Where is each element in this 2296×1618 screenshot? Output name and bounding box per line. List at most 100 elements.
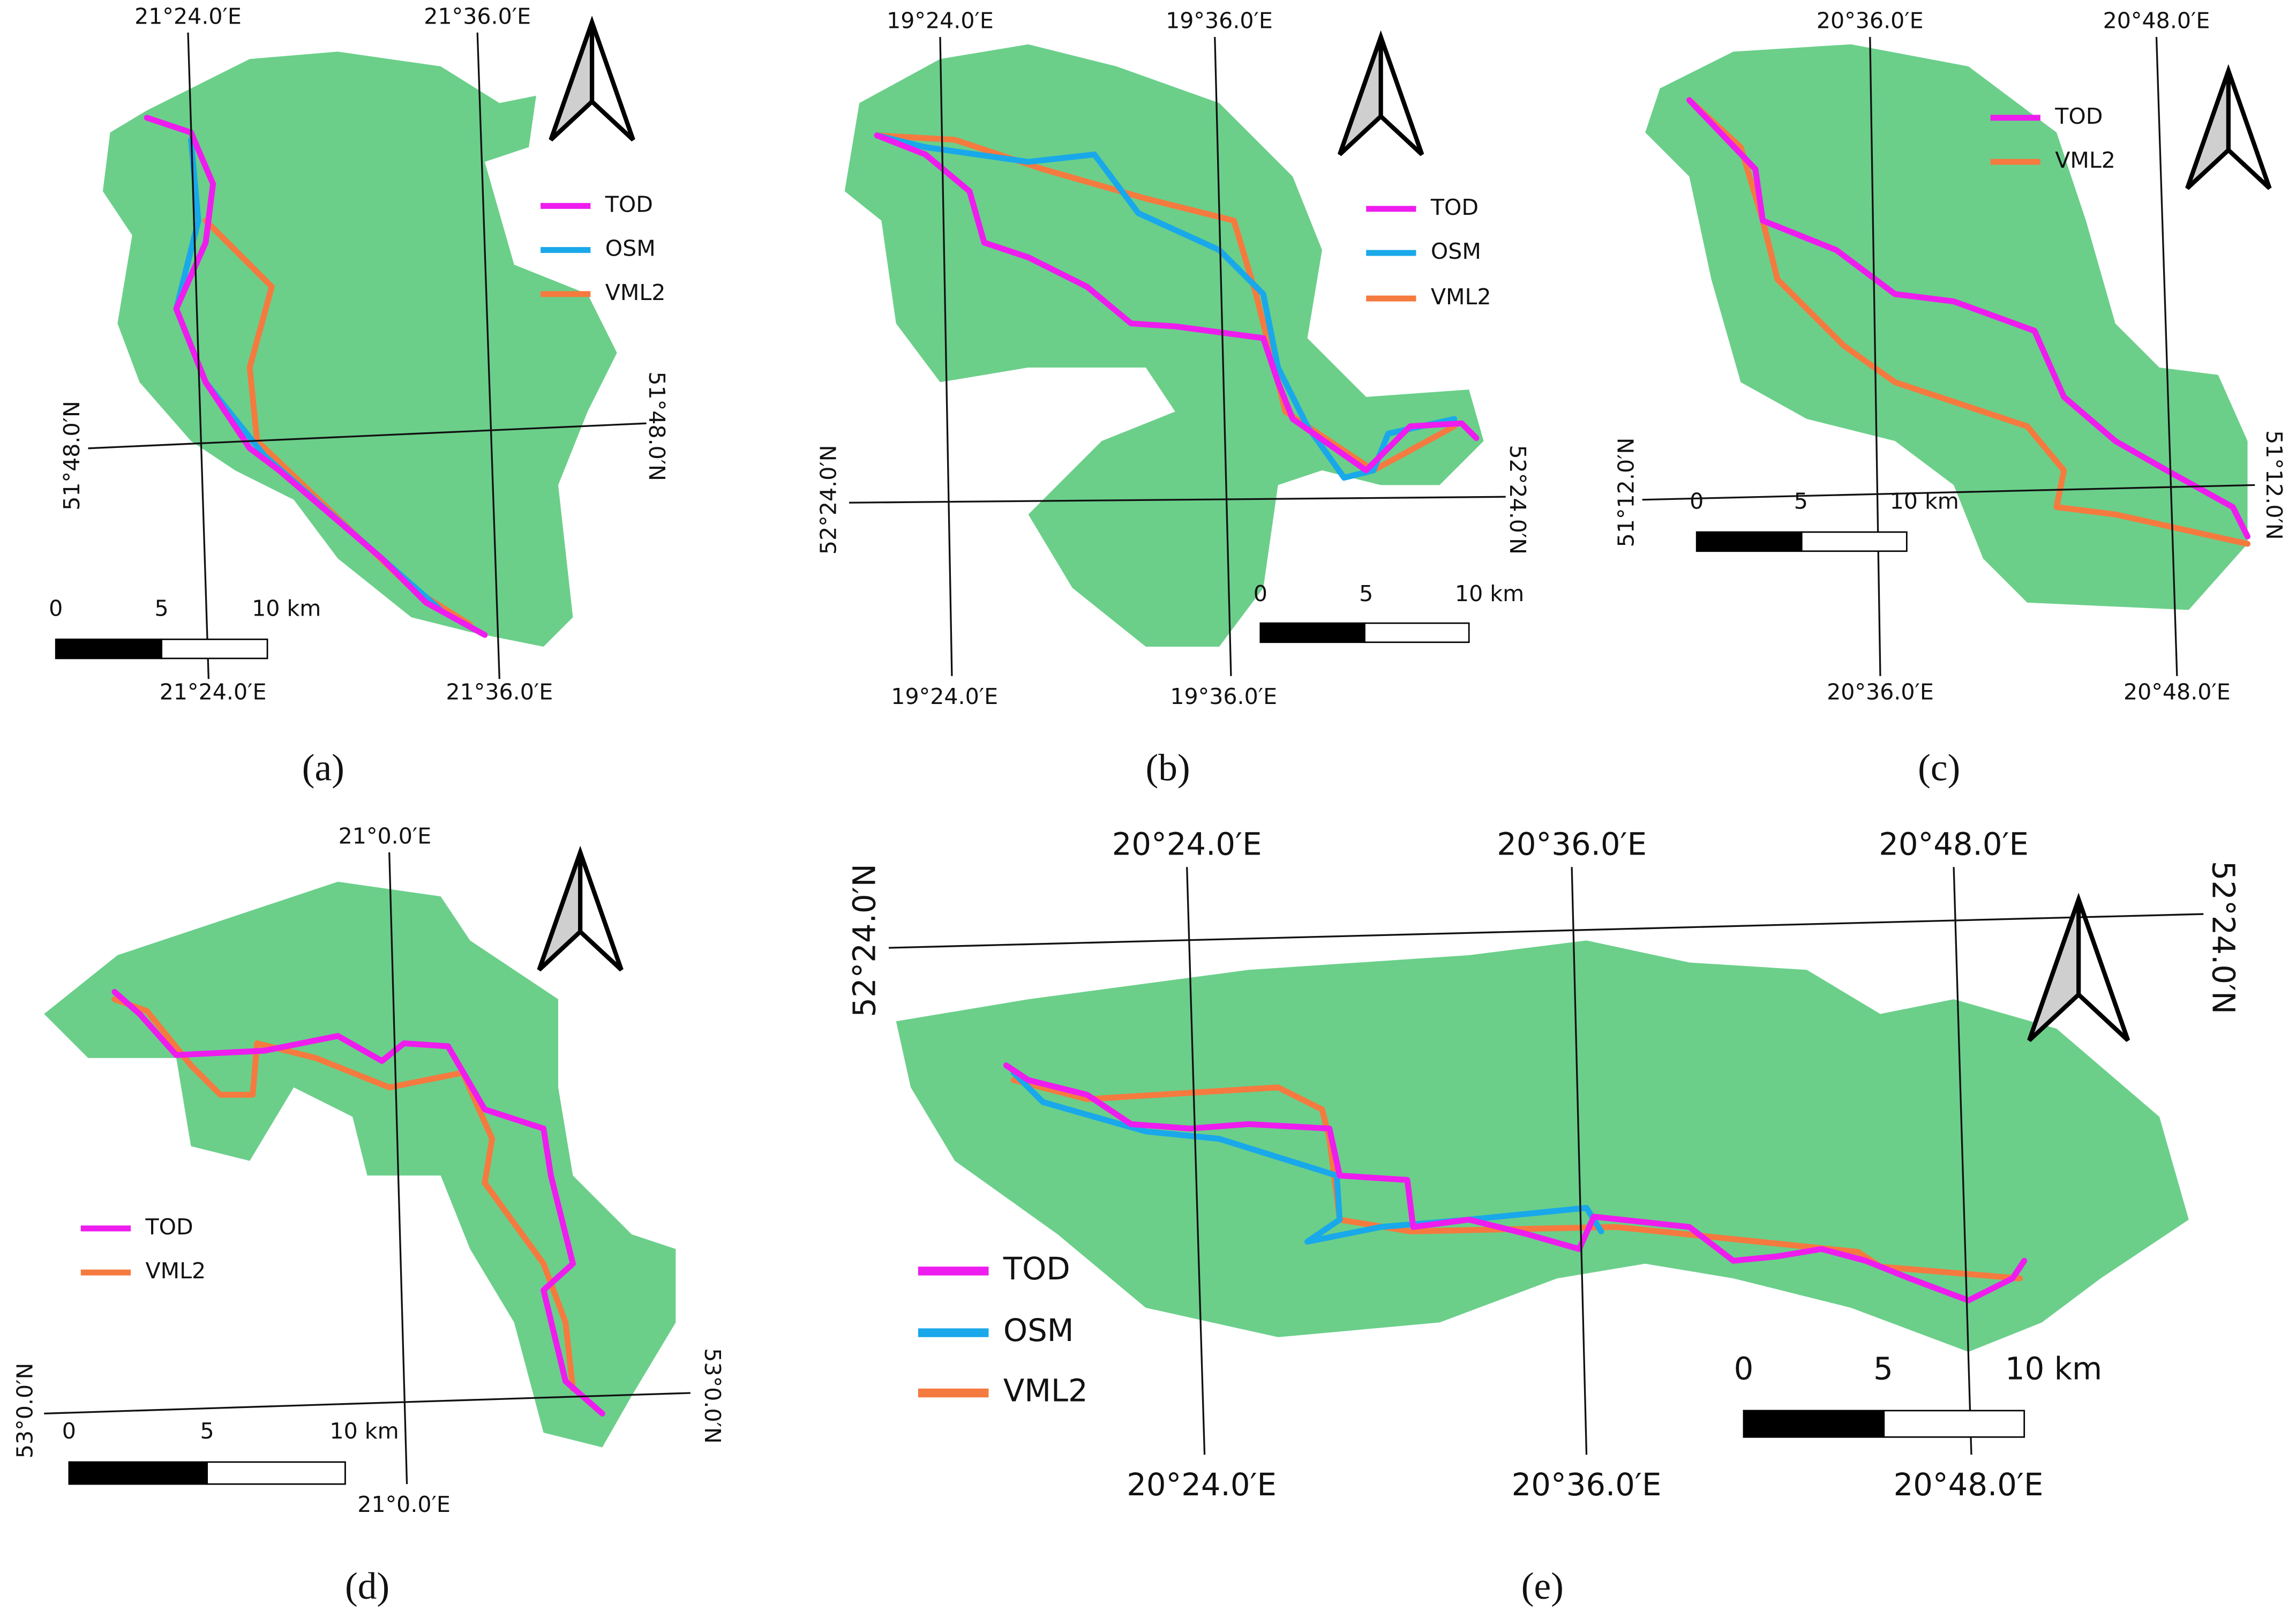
scale-bar-white <box>1800 531 1908 552</box>
map-panel: 20°36.0′E 20°36.0′E 20°48.0′E 20°48.0′E 51°1… <box>1613 8 2287 789</box>
longitude-label: 20°24.0′E <box>1112 827 1262 863</box>
legend-label: VML2 <box>145 1258 206 1284</box>
route-line <box>111 996 576 1392</box>
meridian-line <box>1571 867 1588 1455</box>
legend-label: OSM <box>1431 238 1481 264</box>
legend-label: TOD <box>145 1214 193 1240</box>
longitude-label: 21°36.0′E <box>446 679 553 705</box>
meridian-line <box>1186 867 1206 1455</box>
longitude-label: 20°48.0′E <box>1894 1467 2044 1503</box>
forest-area <box>844 44 1484 647</box>
scale-bar-black <box>55 638 163 660</box>
scale-label: 10 km <box>1455 581 1524 606</box>
route-line <box>874 132 1458 474</box>
meridian-line <box>476 32 500 679</box>
panel-label: (a) <box>302 746 344 789</box>
north-arrow <box>2185 64 2272 190</box>
forest-area <box>102 51 617 647</box>
meridian-line <box>388 852 408 1485</box>
scale-label: 5 <box>155 595 169 621</box>
map-panel: 21°0.0′E 21°0.0′E 53°0.0′N 53°0.0′N TOD VML2 0… <box>12 823 725 1607</box>
legend-label: VML2 <box>605 280 666 305</box>
longitude-label: 19°24.0′E <box>887 8 994 34</box>
latitude-label: 51°12.0′N <box>1613 438 1639 548</box>
route-line <box>1686 97 2250 540</box>
meridian-line <box>1214 36 1232 676</box>
longitude-label: 20°24.0′E <box>1127 1467 1277 1503</box>
map-panel: 19°24.0′E 19°24.0′E 19°36.0′E 19°36.0′E 52°2… <box>815 8 1530 789</box>
scale-bar-white <box>206 1461 346 1485</box>
latitude-label: 53°0.0′N <box>12 1363 37 1458</box>
legend-label: VML2 <box>2055 147 2115 173</box>
latitude-label: 53°0.0′N <box>700 1348 725 1443</box>
latitude-label: 52°24.0′N <box>847 864 883 1017</box>
longitude-label: 20°36.0′E <box>1817 8 1924 34</box>
north-arrow <box>537 845 624 972</box>
longitude-label: 20°48.0′E <box>2103 8 2210 34</box>
scale-bar-white <box>1883 1410 2025 1438</box>
legend-label: TOD <box>2054 103 2103 129</box>
latitude-label: 52°24.0′N <box>815 445 841 555</box>
latitude-label: 52°24.0′N <box>2205 861 2241 1014</box>
longitude-label: 19°36.0′E <box>1166 8 1273 34</box>
legend-label: VML2 <box>1003 1373 1088 1409</box>
longitude-label: 20°36.0′E <box>1512 1467 1662 1503</box>
legend-label: TOD <box>1430 194 1479 220</box>
north-arrow <box>2027 893 2130 1042</box>
scale-bar-black <box>1695 531 1803 552</box>
latitude-label: 51°48.0′N <box>59 401 85 511</box>
longitude-label: 20°36.0′E <box>1827 679 1934 705</box>
scale-label: 10 km <box>1890 488 1959 514</box>
route-line <box>874 132 1458 481</box>
longitude-label: 19°36.0′E <box>1170 684 1277 709</box>
forest-area <box>44 881 676 1448</box>
longitude-label: 20°36.0′E <box>1497 827 1647 863</box>
longitude-label: 19°24.0′E <box>891 684 998 709</box>
legend-label: OSM <box>605 236 656 261</box>
scale-label: 0 <box>62 1418 76 1444</box>
parallel-line <box>1642 484 2255 501</box>
legend-label: OSM <box>1003 1313 1074 1349</box>
meridian-line <box>1953 867 1972 1455</box>
scale-bar-black <box>68 1461 208 1485</box>
forest-area <box>896 940 2189 1352</box>
legend-label: TOD <box>605 191 653 217</box>
longitude-label: 21°24.0′E <box>134 3 242 29</box>
panel-label: (c) <box>1918 746 1960 789</box>
scale-label: 5 <box>1794 488 1808 514</box>
route-line <box>1686 97 2250 547</box>
longitude-label: 21°0.0′E <box>339 823 432 849</box>
route-line <box>1010 1069 1604 1245</box>
scale-bar-black <box>1743 1410 1885 1438</box>
latitude-label: 51°12.0′N <box>2261 430 2287 540</box>
latitude-label: 51°48.0′N <box>644 371 670 481</box>
longitude-label: 21°24.0′E <box>160 679 267 705</box>
route-line <box>874 132 1480 474</box>
scale-label: 10 km <box>2005 1351 2102 1387</box>
forest-area <box>1645 44 2248 610</box>
longitude-label: 21°0.0′E <box>357 1492 451 1517</box>
meridian-line <box>2155 36 2178 676</box>
parallel-line <box>888 913 2204 949</box>
scale-label: 0 <box>1254 581 1267 606</box>
panel-label: (d) <box>345 1565 389 1607</box>
longitude-label: 20°48.0′E <box>1879 827 2029 863</box>
route-line <box>144 115 488 638</box>
scale-bar-black <box>1259 622 1365 643</box>
north-arrow <box>549 16 635 141</box>
panel-label: (b) <box>1145 746 1190 789</box>
scale-label: 10 km <box>329 1418 399 1444</box>
latitude-label: 52°24.0′N <box>1505 445 1530 555</box>
route-line <box>1003 1062 2028 1304</box>
meridian-line <box>939 36 953 676</box>
scale-label: 5 <box>1359 581 1373 606</box>
meridian-line <box>1869 36 1881 676</box>
longitude-label: 21°36.0′E <box>424 3 531 29</box>
scale-label: 5 <box>200 1418 214 1444</box>
parallel-line <box>44 1392 691 1415</box>
scale-label: 5 <box>1873 1351 1893 1387</box>
scale-bar-white <box>161 638 268 660</box>
map-panel: 21°24.0′E 21°24.0′E 21°36.0′E 21°36.0′E 51°4… <box>49 3 670 789</box>
scale-label: 0 <box>49 595 63 621</box>
